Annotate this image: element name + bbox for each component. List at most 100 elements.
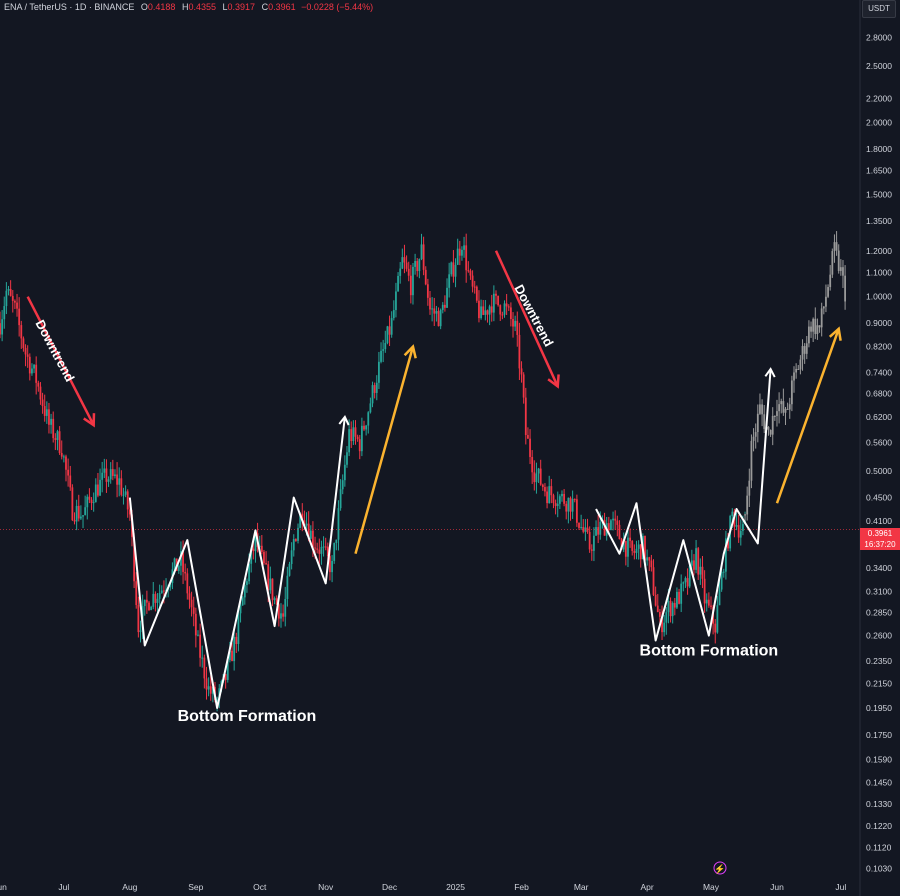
candle (390, 318, 393, 335)
price-tick-label: 1.6500 (866, 166, 892, 176)
time-tick-label: Jun (0, 882, 7, 892)
candle (216, 699, 219, 701)
projected-candle (754, 432, 757, 437)
candle (24, 347, 27, 355)
candle (607, 523, 610, 531)
drawing-overlay (0, 250, 860, 709)
candle (207, 686, 210, 690)
candle (31, 368, 33, 374)
candle (45, 409, 48, 416)
candle (111, 469, 114, 476)
candle (512, 319, 514, 327)
candle (665, 612, 668, 623)
candle (341, 480, 344, 490)
candle (610, 520, 612, 531)
candle (418, 259, 421, 272)
candle (465, 245, 468, 271)
candle (11, 295, 14, 301)
candle (69, 475, 72, 488)
candle (148, 602, 150, 611)
candle (388, 326, 391, 335)
candle (314, 547, 316, 549)
projected-candle (780, 401, 783, 405)
projected-candle (788, 404, 791, 410)
price-tick-label: 2.0000 (866, 117, 892, 127)
candle (461, 249, 463, 256)
symbol-name[interactable]: ENA / TetherUS · 1D · BINANCE (4, 2, 135, 12)
candle (488, 306, 491, 315)
candle (524, 397, 527, 436)
candle (33, 364, 35, 369)
candle (297, 527, 299, 541)
candle (326, 546, 329, 557)
candle (378, 361, 380, 383)
projected-candle (829, 274, 832, 288)
candle (416, 261, 419, 272)
candle (224, 674, 227, 680)
price-tick-label: 1.0000 (866, 292, 892, 302)
candle (424, 269, 427, 285)
candle (499, 305, 502, 315)
candle (352, 427, 355, 442)
candle (0, 323, 1, 335)
candle (152, 593, 155, 607)
price-tick-label: 0.3100 (866, 586, 892, 596)
candle (126, 491, 129, 510)
candle (558, 496, 561, 504)
candle (437, 311, 440, 327)
time-tick-label: Oct (253, 882, 267, 892)
candle (5, 290, 8, 307)
currency-button[interactable]: USDT (862, 0, 896, 18)
candle (160, 590, 163, 594)
candle (554, 503, 557, 507)
projected-candle (773, 415, 776, 417)
candle (497, 295, 500, 306)
candle (578, 522, 580, 528)
candle (688, 565, 691, 587)
candle (294, 539, 297, 541)
candle (67, 469, 70, 476)
candle (137, 605, 140, 633)
candle (409, 275, 412, 296)
candle (186, 573, 189, 594)
candle (527, 435, 529, 439)
candle (724, 538, 727, 572)
projected-candle (744, 514, 746, 516)
time-tick-label: Dec (382, 882, 398, 892)
candle (211, 686, 214, 694)
candle (405, 262, 408, 269)
candle (316, 548, 319, 550)
candle (469, 270, 472, 276)
price-tick-label: 0.7400 (866, 367, 892, 377)
projected-candle (803, 346, 806, 354)
pattern-arrowhead (338, 415, 350, 426)
candle (618, 524, 621, 540)
candle (7, 288, 10, 291)
time-axis[interactable]: Jun Jul Aug Sep Oct Nov Dec 2025 Feb Mar Apr May Jun… (0, 882, 846, 892)
projected-candle (763, 414, 766, 430)
candle (384, 342, 387, 350)
candle (329, 556, 331, 573)
candle (654, 594, 657, 606)
candle (116, 474, 118, 485)
candle (707, 599, 710, 606)
candle (3, 306, 6, 320)
candle (624, 541, 627, 557)
candle (565, 503, 568, 512)
candle (128, 509, 131, 515)
price-axis[interactable]: 3.10002.80002.50002.20002.00001.80001.65… (866, 7, 892, 874)
candle (516, 320, 519, 335)
candle (318, 549, 321, 554)
projected-candle (795, 368, 798, 373)
candle (616, 520, 619, 525)
high-value: 0.4355 (188, 2, 216, 12)
candle (343, 464, 346, 481)
price-tick-label: 0.2850 (866, 607, 892, 617)
projected-candle (835, 242, 838, 251)
candle (269, 578, 272, 591)
candle (514, 320, 517, 327)
candle (739, 530, 742, 538)
candle (550, 486, 553, 496)
